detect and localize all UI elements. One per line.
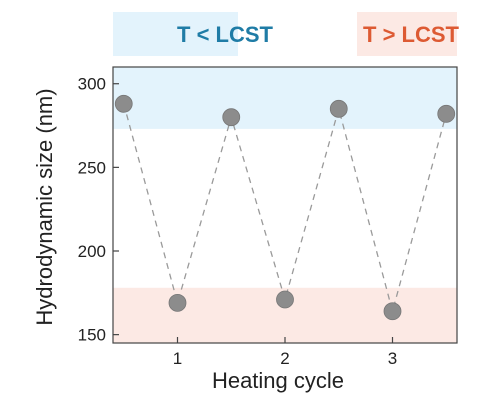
y-tick-label: 250 <box>78 158 106 177</box>
y-tick-label: 150 <box>78 326 106 345</box>
temperature-band-0 <box>113 67 457 129</box>
x-tick-label: 3 <box>388 349 397 368</box>
y-tick-label: 300 <box>78 75 106 94</box>
y-axis-title: Hydrodynamic size (nm) <box>32 88 57 325</box>
ticks-layer: 150 200 250 300 1 2 3 <box>78 75 398 368</box>
legend-swatch-cold <box>113 12 238 56</box>
points-layer <box>114 94 456 321</box>
legend-label-cold: T < LCST <box>177 22 274 47</box>
data-point <box>329 99 348 118</box>
data-point <box>222 108 241 127</box>
y-tick-label: 200 <box>78 242 106 261</box>
connector-line <box>123 103 447 314</box>
data-point <box>168 293 187 312</box>
connector-layer <box>123 103 447 314</box>
data-point <box>276 290 294 309</box>
x-tick-label: 2 <box>280 349 289 368</box>
legend-swatch-hot <box>357 12 457 56</box>
legend-label-hot: T > LCST <box>363 22 460 47</box>
x-axis-title: Heating cycle <box>212 368 344 393</box>
data-point <box>383 302 402 321</box>
data-point <box>437 104 456 123</box>
data-point <box>114 94 133 113</box>
x-tick-label: 1 <box>173 349 182 368</box>
